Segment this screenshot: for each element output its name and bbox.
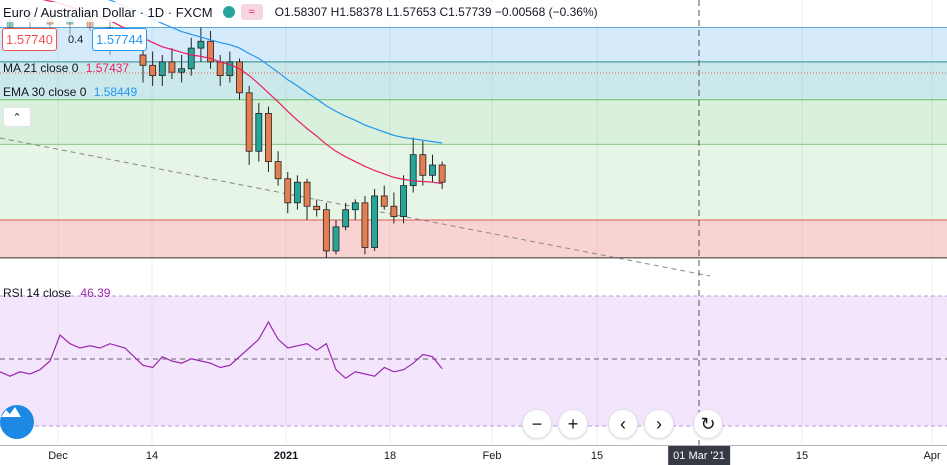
symbol-title[interactable]: Euro / Australian Dollar · 1D · FXCM bbox=[3, 4, 213, 20]
chevron-left-icon: ‹ bbox=[620, 413, 626, 434]
candle-body bbox=[322, 209, 330, 252]
crosshair-time-label: 01 Mar '21 bbox=[668, 446, 730, 465]
ma-label: MA 21 close 0 bbox=[3, 61, 79, 75]
candle-body bbox=[342, 209, 350, 228]
time-tick: Feb bbox=[482, 450, 502, 462]
candle-body bbox=[187, 47, 195, 70]
time-tick: 14 bbox=[145, 450, 159, 462]
ema-legend[interactable]: EMA 30 close 0 1.58449 bbox=[3, 85, 137, 99]
zoom-out-button[interactable]: − bbox=[522, 409, 552, 439]
reset-chart-button[interactable]: ↻ bbox=[693, 409, 723, 439]
candle-body bbox=[265, 113, 272, 162]
zoom-in-button[interactable]: + bbox=[558, 409, 588, 439]
candle-body bbox=[429, 164, 436, 176]
candle-body bbox=[419, 154, 427, 176]
candle-body bbox=[332, 226, 340, 252]
plus-icon: + bbox=[567, 413, 579, 434]
ema-value: 1.58449 bbox=[93, 85, 138, 99]
candle-body bbox=[293, 181, 301, 204]
candle-body bbox=[158, 61, 166, 77]
ema-label: EMA 30 close 0 bbox=[3, 85, 87, 99]
time-tick: Dec bbox=[48, 450, 68, 462]
reset-icon: ↻ bbox=[700, 413, 716, 434]
time-axis[interactable]: Dec 14 2021 18 Feb 15 15 Apr 01 Mar '21 bbox=[0, 445, 947, 465]
candle-body bbox=[303, 181, 311, 207]
candle-body bbox=[149, 64, 157, 77]
candle-body bbox=[139, 54, 147, 66]
ema-30-line bbox=[107, 0, 443, 144]
time-tick: 15 bbox=[590, 450, 604, 462]
candle-body bbox=[274, 161, 282, 180]
price-chart[interactable] bbox=[0, 0, 947, 445]
scroll-left-button[interactable]: ‹ bbox=[608, 409, 638, 439]
zone-green bbox=[0, 99, 947, 145]
ma-value: 1.57437 bbox=[85, 61, 130, 75]
candle-body bbox=[178, 68, 186, 73]
time-tick: Apr bbox=[923, 450, 941, 462]
ma-legend[interactable]: MA 21 close 0 1.57437 bbox=[3, 61, 129, 75]
logo-cloud-icon bbox=[1, 407, 21, 417]
chevron-up-icon: ⌃ bbox=[12, 111, 22, 124]
exchange-label: FXCM bbox=[175, 4, 213, 20]
candle-body bbox=[236, 61, 243, 94]
candle-body bbox=[245, 92, 253, 152]
zone-light-green bbox=[0, 144, 947, 220]
candle-body bbox=[390, 205, 398, 217]
minus-icon: − bbox=[531, 413, 543, 434]
tradingview-logo[interactable] bbox=[0, 405, 34, 439]
interval-label: 1D bbox=[147, 4, 165, 20]
zone-teal bbox=[0, 61, 947, 100]
candle-body bbox=[380, 195, 388, 207]
zone-red bbox=[0, 220, 947, 258]
chevron-right-icon: › bbox=[656, 413, 662, 434]
time-tick: 18 bbox=[383, 450, 397, 462]
market-status-icon bbox=[222, 6, 235, 18]
rsi-legend[interactable]: RSI 14 close 46.39 bbox=[3, 286, 110, 300]
approx-icon[interactable]: ≈ bbox=[240, 4, 263, 20]
buy-button[interactable]: 1.57744 bbox=[92, 28, 147, 51]
candle-body bbox=[361, 202, 369, 248]
candle-body bbox=[351, 202, 359, 211]
rsi-label: RSI 14 close bbox=[3, 286, 72, 300]
collapse-indicators-button[interactable]: ⌃ bbox=[3, 107, 31, 127]
rsi-line bbox=[0, 320, 443, 380]
candle-body bbox=[216, 61, 224, 77]
candle-body bbox=[313, 205, 321, 211]
candle-body bbox=[438, 164, 446, 183]
candle-body bbox=[284, 178, 292, 204]
candle-body bbox=[168, 61, 176, 73]
candle-body bbox=[226, 61, 234, 77]
scroll-right-button[interactable]: › bbox=[644, 409, 674, 439]
time-tick: 2021 bbox=[273, 450, 299, 462]
symbol-name: Euro / Australian Dollar bbox=[3, 4, 136, 20]
candle-body bbox=[400, 185, 407, 217]
candle-body bbox=[409, 154, 417, 187]
candle-body bbox=[371, 195, 379, 248]
candle-body bbox=[255, 113, 263, 152]
chart-area[interactable] bbox=[0, 0, 947, 445]
spread-value: 0.4 bbox=[68, 34, 84, 46]
rsi-value: 46.39 bbox=[80, 286, 111, 300]
ma-21-line bbox=[42, 0, 443, 185]
ohlc-values: O1.58307 H1.58378 L1.57653 C1.57739 −0.0… bbox=[274, 5, 598, 19]
time-tick: 15 bbox=[795, 450, 809, 462]
rsi-pane bbox=[0, 296, 947, 426]
candle-body bbox=[197, 40, 205, 49]
change-value: −0.00568 (−0.36%) bbox=[494, 5, 598, 19]
symbol-legend: Euro / Australian Dollar · 1D · FXCM ≈ O… bbox=[0, 2, 604, 22]
candle-body bbox=[207, 40, 214, 63]
sell-button[interactable]: 1.57740 bbox=[2, 28, 57, 51]
